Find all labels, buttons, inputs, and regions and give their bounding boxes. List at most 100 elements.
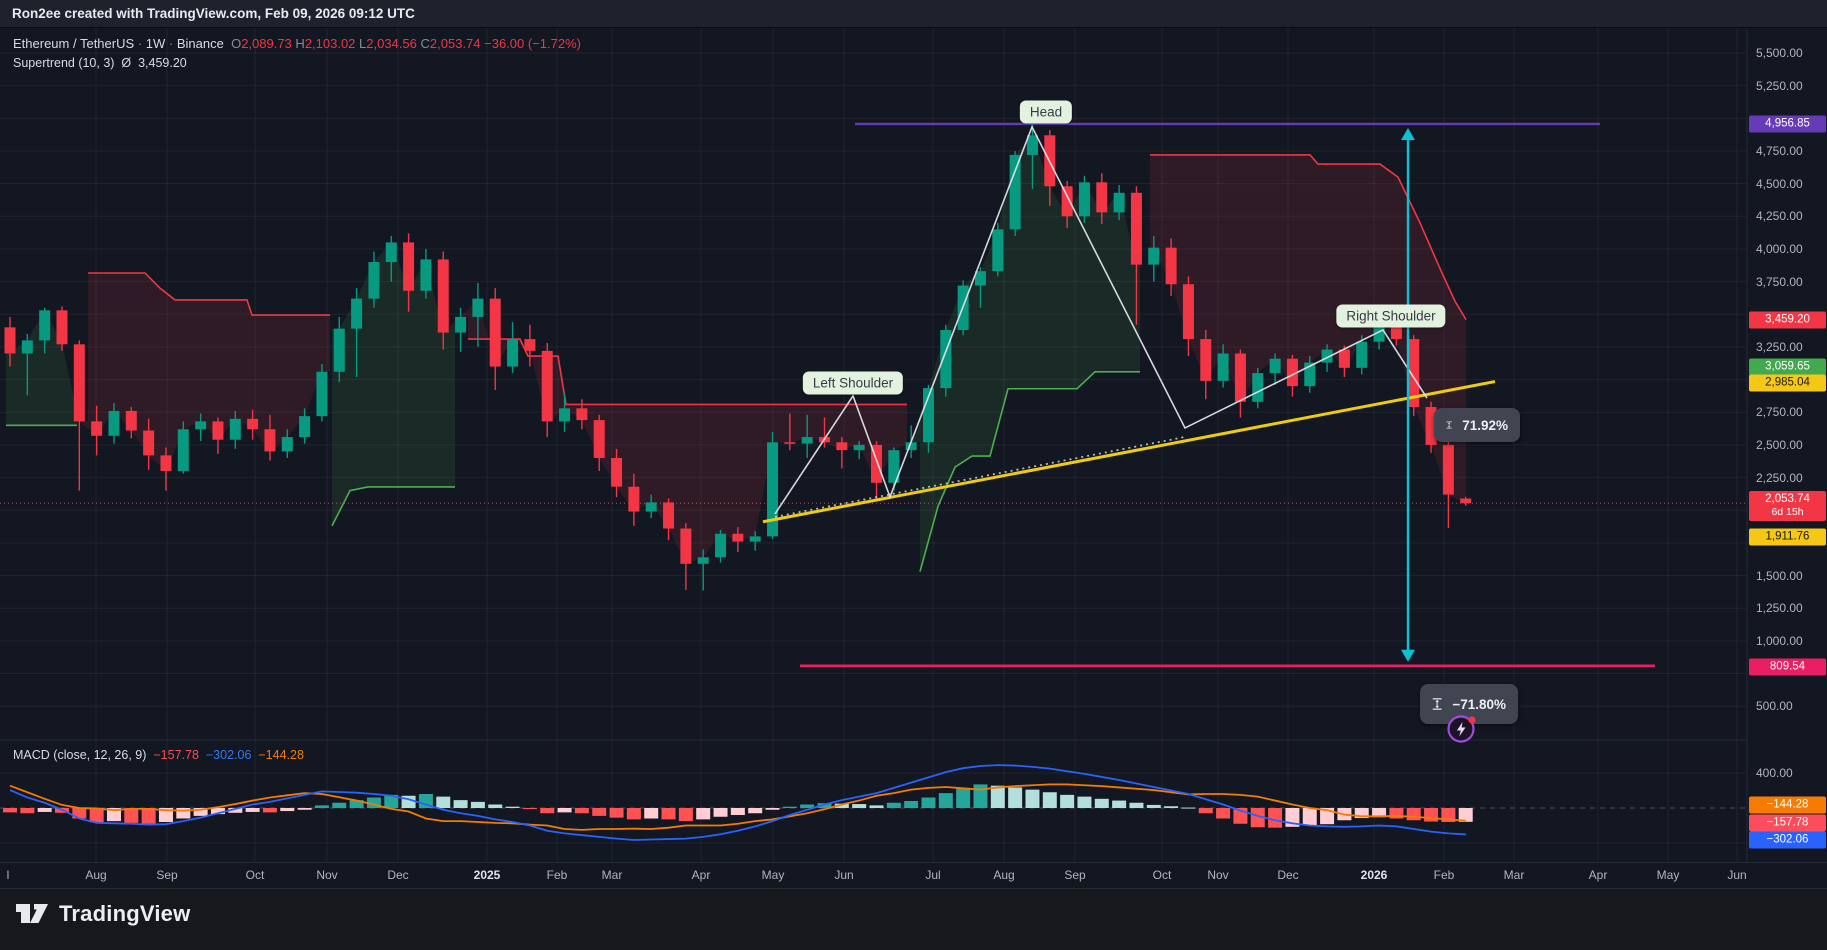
candle[interactable] bbox=[1113, 192, 1125, 213]
candle[interactable] bbox=[333, 328, 345, 372]
candle[interactable] bbox=[143, 430, 155, 456]
candle[interactable] bbox=[1061, 186, 1073, 217]
reactions-flash-icon[interactable] bbox=[1446, 713, 1478, 750]
candle[interactable] bbox=[593, 420, 605, 458]
candle[interactable] bbox=[385, 242, 397, 263]
candle[interactable] bbox=[1009, 154, 1021, 230]
supertrend-legend[interactable]: Supertrend (10, 3) Ø 3,459.20 bbox=[13, 56, 187, 70]
symbol-legend[interactable]: Ethereum / TetherUS · 1W · Binance O2,08… bbox=[13, 36, 581, 51]
candle[interactable] bbox=[559, 408, 571, 422]
candle[interactable] bbox=[73, 344, 85, 422]
candle[interactable] bbox=[697, 557, 709, 564]
macd-main-line bbox=[9, 764, 1466, 841]
head-label[interactable]: Head bbox=[1019, 100, 1073, 124]
candle[interactable] bbox=[1148, 247, 1160, 265]
candle[interactable] bbox=[316, 371, 328, 417]
candle[interactable] bbox=[177, 429, 189, 472]
candle[interactable] bbox=[1096, 182, 1108, 213]
candle[interactable] bbox=[922, 388, 934, 443]
candle[interactable] bbox=[1217, 353, 1229, 381]
candle[interactable] bbox=[195, 421, 207, 430]
right-shoulder-label[interactable]: Right Shoulder bbox=[1336, 304, 1446, 328]
candle[interactable] bbox=[1182, 284, 1194, 340]
candle[interactable] bbox=[507, 339, 519, 367]
candle[interactable] bbox=[455, 316, 467, 333]
candle[interactable] bbox=[1165, 247, 1177, 285]
candle[interactable] bbox=[420, 259, 432, 291]
candle[interactable] bbox=[1286, 358, 1298, 387]
candle[interactable] bbox=[611, 457, 623, 487]
left-shoulder-label[interactable]: Left Shoulder bbox=[802, 371, 904, 395]
candle[interactable] bbox=[1078, 182, 1090, 217]
candle[interactable] bbox=[351, 298, 363, 329]
candle[interactable] bbox=[368, 262, 380, 299]
candle[interactable] bbox=[784, 442, 796, 444]
candle[interactable] bbox=[4, 327, 16, 354]
candle[interactable] bbox=[281, 437, 293, 452]
tradingview-logo[interactable]: TradingView bbox=[14, 901, 190, 927]
candle[interactable] bbox=[663, 502, 675, 529]
candle[interactable] bbox=[56, 310, 68, 345]
trendline[interactable] bbox=[762, 380, 1496, 524]
candle[interactable] bbox=[974, 271, 986, 286]
candle[interactable] bbox=[836, 442, 848, 451]
candle[interactable] bbox=[992, 229, 1004, 272]
candle[interactable] bbox=[212, 421, 224, 440]
candle[interactable] bbox=[871, 444, 882, 483]
macd-legend[interactable]: MACD (close, 12, 26, 9) −157.78 −302.06 … bbox=[13, 748, 304, 762]
candle[interactable] bbox=[767, 442, 779, 537]
candle[interactable] bbox=[1356, 341, 1368, 368]
candle[interactable] bbox=[1304, 362, 1316, 387]
month-label: Mar bbox=[1503, 868, 1525, 882]
candle[interactable] bbox=[1130, 192, 1142, 265]
candle[interactable] bbox=[1338, 349, 1350, 368]
candle[interactable] bbox=[801, 437, 813, 444]
candle[interactable] bbox=[1321, 349, 1333, 363]
candle[interactable] bbox=[1252, 373, 1264, 402]
candle[interactable] bbox=[1269, 358, 1281, 374]
candle[interactable] bbox=[1390, 327, 1402, 340]
candle[interactable] bbox=[1442, 444, 1454, 495]
head-shoulders-zigzag[interactable] bbox=[774, 124, 1428, 515]
candle[interactable] bbox=[680, 528, 692, 564]
candle[interactable] bbox=[229, 418, 241, 440]
time-axis[interactable]: l Aug Sep Oct Nov Dec 2025 Feb Mar Apr May Jun Jul Au… bbox=[0, 862, 1827, 889]
measure-up-box[interactable]: 71.92% bbox=[1434, 408, 1520, 442]
candle[interactable] bbox=[1026, 135, 1038, 155]
candle[interactable] bbox=[1373, 327, 1385, 342]
candle[interactable] bbox=[160, 455, 172, 472]
candle[interactable] bbox=[1234, 353, 1246, 402]
candle[interactable] bbox=[576, 408, 588, 421]
candle[interactable] bbox=[299, 416, 311, 438]
candle[interactable] bbox=[940, 329, 952, 389]
neckline-dotted[interactable] bbox=[774, 436, 1186, 518]
candle[interactable] bbox=[749, 536, 761, 542]
candle[interactable] bbox=[489, 298, 501, 367]
measure-down-box[interactable]: −71.80% bbox=[1420, 684, 1518, 724]
candle[interactable] bbox=[1425, 407, 1437, 445]
candle[interactable] bbox=[541, 350, 553, 422]
candle[interactable] bbox=[524, 339, 536, 351]
candle[interactable] bbox=[645, 502, 657, 512]
candle[interactable] bbox=[1408, 339, 1420, 408]
candle[interactable] bbox=[264, 429, 276, 452]
price-axis[interactable]: 5,500.00 5,250.00 4,750.00 4,500.00 4,250.00… bbox=[1748, 28, 1827, 862]
candle[interactable] bbox=[1460, 498, 1472, 504]
candle[interactable] bbox=[905, 442, 917, 451]
candle[interactable] bbox=[732, 533, 744, 542]
candle[interactable] bbox=[125, 410, 137, 431]
candle[interactable] bbox=[39, 310, 51, 341]
candle[interactable] bbox=[1200, 339, 1212, 381]
candle[interactable] bbox=[628, 486, 640, 512]
candle[interactable] bbox=[108, 410, 120, 436]
candle[interactable] bbox=[715, 533, 727, 558]
candle[interactable] bbox=[437, 259, 449, 333]
candle[interactable] bbox=[91, 421, 103, 436]
candle[interactable] bbox=[247, 418, 259, 430]
candle[interactable] bbox=[403, 242, 415, 291]
candle[interactable] bbox=[21, 340, 33, 354]
candle[interactable] bbox=[888, 450, 900, 483]
candle[interactable] bbox=[472, 298, 484, 317]
candle[interactable] bbox=[853, 444, 865, 451]
